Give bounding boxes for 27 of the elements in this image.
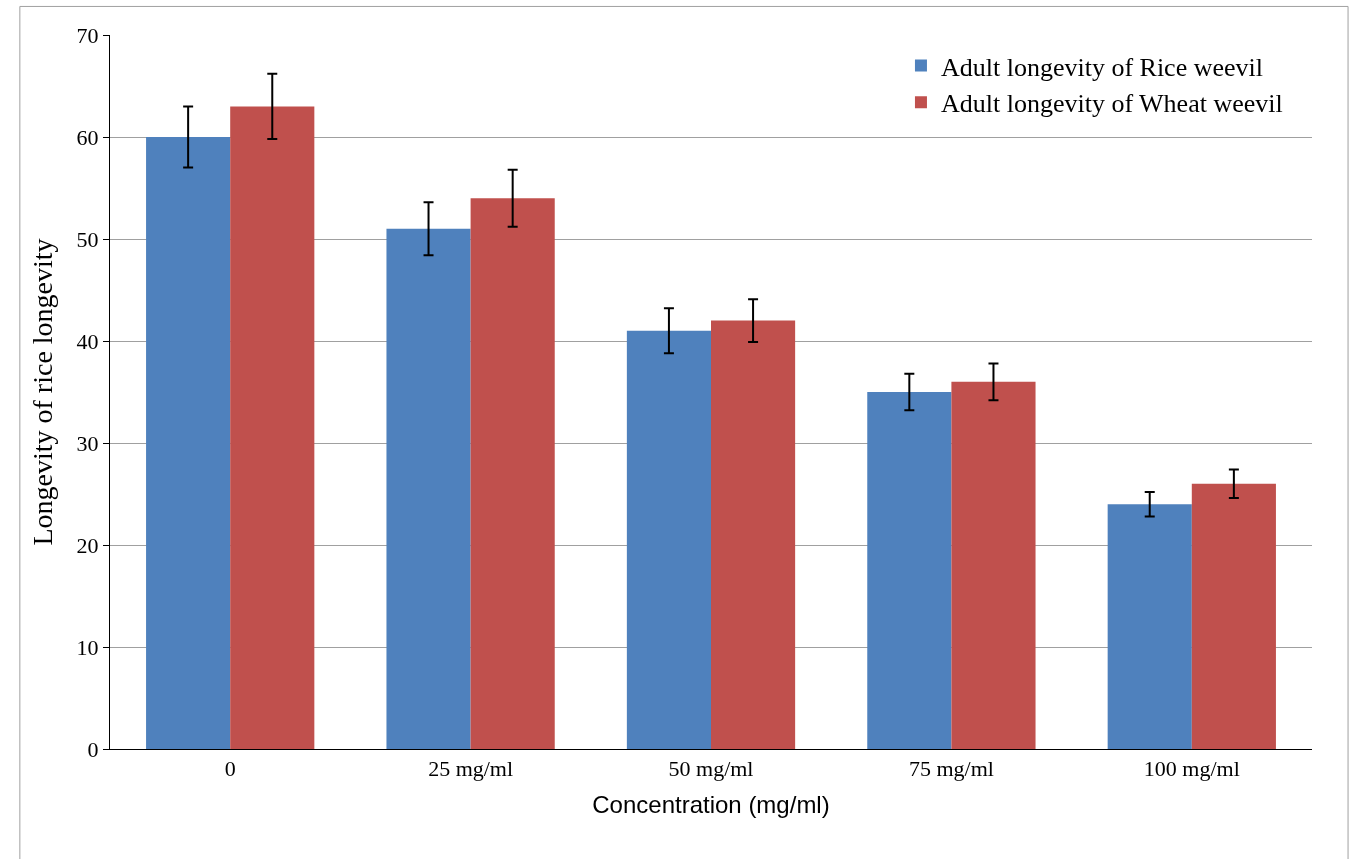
bar bbox=[626, 330, 711, 749]
y-axis-title: Longevity of rice longevity bbox=[27, 238, 59, 546]
bar bbox=[951, 381, 1036, 749]
x-axis-title: Concentration (mg/ml) bbox=[592, 790, 830, 818]
y-tick-label: 30 bbox=[76, 430, 99, 456]
x-tick-label: 0 bbox=[224, 756, 236, 782]
bar bbox=[867, 392, 952, 749]
bar bbox=[1107, 504, 1192, 749]
y-tick-label: 60 bbox=[76, 124, 99, 150]
bar bbox=[470, 198, 555, 749]
y-tick-label: 50 bbox=[76, 226, 99, 252]
x-tick-label: 25 mg/ml bbox=[428, 756, 514, 782]
y-tick-label: 0 bbox=[87, 736, 99, 762]
legend-label: Adult longevity of Wheat weevil bbox=[940, 89, 1283, 119]
bar bbox=[146, 137, 231, 749]
bar bbox=[711, 320, 796, 749]
y-tick-label: 10 bbox=[76, 634, 99, 660]
y-tick-label: 40 bbox=[76, 328, 99, 354]
bar bbox=[386, 228, 471, 749]
legend-label: Adult longevity of Rice weevil bbox=[940, 52, 1264, 82]
bar bbox=[230, 106, 315, 749]
bar bbox=[1191, 483, 1276, 749]
y-tick-label: 20 bbox=[76, 532, 99, 558]
x-tick-label: 75 mg/ml bbox=[908, 756, 994, 782]
x-tick-label: 100 mg/ml bbox=[1143, 756, 1240, 782]
x-tick-label: 50 mg/ml bbox=[668, 756, 754, 782]
y-tick-label: 70 bbox=[76, 22, 99, 48]
